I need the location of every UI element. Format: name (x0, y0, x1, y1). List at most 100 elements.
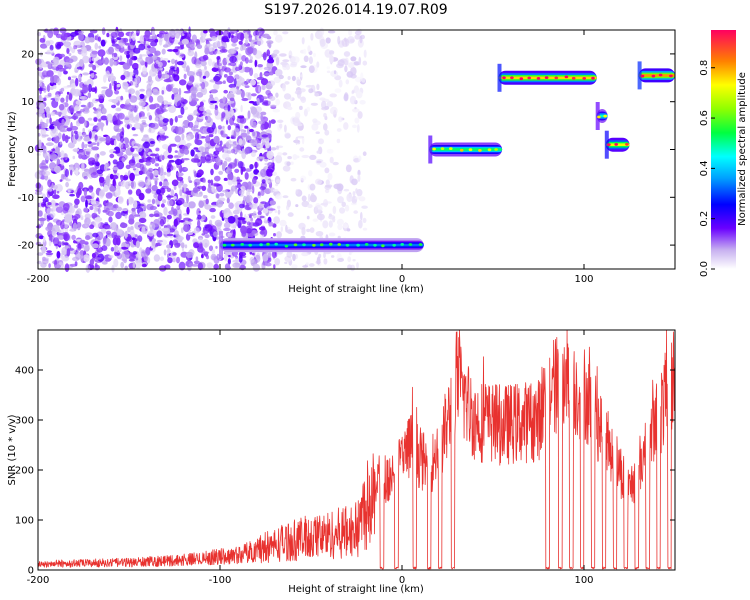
noise-speckle (315, 131, 320, 134)
noise-speckle (301, 195, 307, 202)
noise-speckle (184, 244, 188, 249)
noise-speckle (46, 118, 49, 124)
track-hotspot (222, 243, 227, 247)
noise-speckle (76, 66, 83, 70)
noise-speckle (167, 199, 174, 207)
noise-speckle (198, 56, 207, 62)
noise-speckle (216, 56, 221, 60)
noise-speckle (172, 257, 176, 263)
noise-speckle (294, 155, 300, 159)
noise-speckle (319, 161, 327, 168)
noise-speckle (194, 181, 198, 188)
noise-speckle (190, 149, 195, 157)
noise-speckle (252, 263, 261, 272)
noise-speckle (272, 171, 277, 176)
noise-speckle (352, 259, 356, 262)
noise-speckle (356, 189, 363, 197)
noise-speckle (148, 95, 154, 103)
noise-speckle (53, 84, 57, 89)
noise-speckle (120, 136, 124, 143)
noise-speckle (49, 86, 54, 90)
noise-speckle (198, 146, 206, 152)
noise-speckle (187, 219, 193, 222)
snr-x-ticks: -200 -100 0 100 (27, 330, 594, 586)
noise-speckle (204, 142, 209, 148)
noise-speckle (165, 195, 174, 198)
noise-speckle (131, 32, 136, 41)
noise-speckle (120, 74, 126, 81)
noise-speckle (198, 237, 204, 244)
noise-speckle (196, 44, 203, 49)
noise-speckle (140, 54, 148, 57)
noise-speckle (229, 61, 237, 67)
noise-speckle (101, 86, 108, 89)
track-hotspot (625, 142, 629, 146)
signal-track (497, 63, 597, 92)
y-tick-label: -20 (18, 241, 34, 252)
x-tick-label: 0 (399, 274, 405, 285)
noise-speckle (350, 66, 357, 76)
noise-speckle (245, 225, 253, 233)
noise-speckle (272, 189, 279, 192)
noise-speckle (315, 260, 321, 265)
noise-speckle (337, 35, 341, 45)
noise-speckle (82, 47, 87, 54)
noise-speckle (228, 71, 233, 76)
track-hotspot (536, 77, 541, 80)
y-tick-label: 10 (21, 97, 34, 108)
noise-speckle (210, 204, 218, 208)
noise-speckle (160, 203, 165, 208)
noise-speckle (201, 81, 206, 90)
noise-speckle (47, 137, 52, 142)
track-band (638, 74, 675, 77)
noise-speckle (98, 118, 102, 122)
noise-speckle (200, 155, 207, 164)
noise-speckle (251, 93, 257, 97)
noise-speckle (42, 145, 47, 154)
noise-speckle (275, 98, 281, 106)
noise-speckle (174, 46, 181, 49)
noise-speckle (93, 219, 101, 228)
noise-speckle (162, 58, 169, 61)
noise-speckle (80, 217, 84, 220)
noise-speckle (132, 133, 139, 137)
noise-speckle (135, 155, 140, 163)
noise-speckle (220, 130, 224, 136)
noise-speckle (329, 54, 334, 64)
noise-speckle (328, 215, 336, 220)
noise-speckle (306, 106, 311, 112)
noise-speckle (305, 84, 314, 88)
noise-speckle (234, 46, 239, 50)
track-hotspot (373, 243, 377, 247)
noise-speckle (362, 151, 367, 156)
noise-speckle (115, 211, 122, 220)
noise-speckle (306, 215, 310, 220)
noise-speckle (300, 175, 307, 181)
noise-speckle (186, 142, 192, 147)
track-hotspot (319, 243, 324, 247)
noise-speckle (68, 93, 73, 101)
noise-speckle (154, 117, 159, 122)
noise-speckle (149, 140, 155, 145)
noise-speckle (53, 56, 60, 64)
noise-speckle (290, 161, 294, 165)
noise-speckle (192, 187, 198, 194)
track-hotspot (400, 243, 405, 246)
noise-speckle (333, 70, 337, 75)
noise-speckle (353, 61, 361, 66)
signal-track (219, 231, 424, 260)
noise-speckle (171, 58, 176, 65)
noise-speckle (71, 75, 78, 79)
noise-speckle (326, 70, 331, 74)
track-hotspot (449, 147, 453, 151)
noise-speckle (277, 119, 284, 124)
noise-speckle (176, 256, 180, 264)
noise-speckle (282, 31, 289, 35)
noise-speckle (82, 55, 90, 64)
noise-speckle (267, 100, 271, 105)
noise-speckle (354, 30, 362, 36)
noise-speckle (156, 239, 163, 243)
noise-speckle (275, 183, 278, 187)
noise-speckle (162, 118, 169, 123)
noise-speckle (123, 106, 128, 110)
